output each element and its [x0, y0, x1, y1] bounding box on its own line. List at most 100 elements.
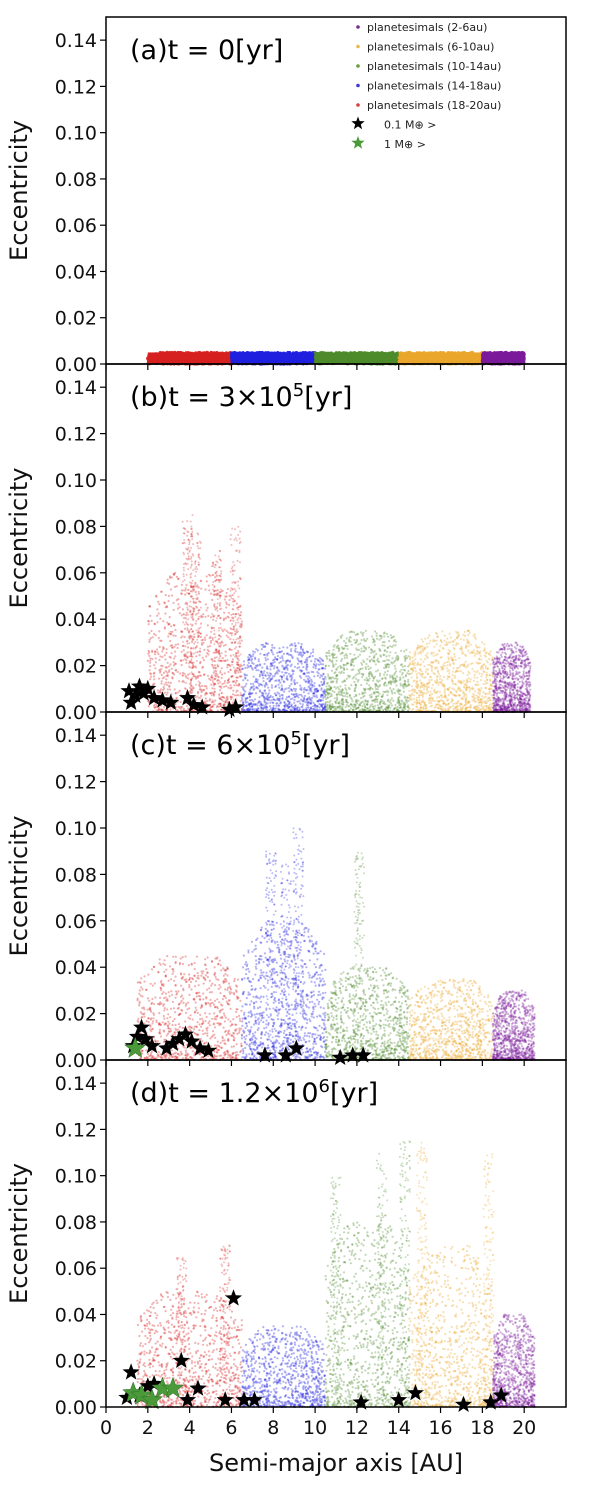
scatter-point: [233, 630, 236, 633]
scatter-point: [224, 701, 227, 704]
scatter-point: [182, 707, 185, 710]
scatter-point: [216, 617, 218, 620]
scatter-point: [184, 674, 187, 678]
scatter-point: [152, 683, 155, 686]
scatter-point: [166, 581, 169, 585]
scatter-point: [203, 673, 206, 677]
initial-band: [231, 352, 316, 364]
scatter-point: [182, 551, 185, 554]
panel-label: (a)t = 0[yr]: [130, 35, 283, 66]
scatter-point: [237, 661, 240, 664]
scatter-point: [234, 681, 237, 684]
scatter-point: [210, 694, 213, 697]
scatter-point: [234, 633, 237, 635]
scatter-point: [225, 685, 228, 688]
scatter-point: [197, 609, 200, 612]
scatter-point: [189, 610, 192, 613]
scatter-point: [190, 678, 192, 681]
scatter-point: [186, 646, 190, 649]
scatter-point: [217, 682, 220, 685]
scatter-point: [216, 594, 219, 597]
scatter-point: [190, 651, 193, 654]
scatter-point: [169, 644, 172, 647]
scatter-point: [239, 561, 241, 564]
scatter-point: [204, 638, 207, 642]
scatter-point: [190, 692, 192, 695]
scatter-point: [178, 612, 181, 615]
scatter-point: [215, 574, 218, 577]
scatter-point: [197, 631, 200, 634]
scatter-point: [219, 559, 222, 562]
scatter-point: [212, 580, 215, 583]
scatter-point: [233, 628, 235, 631]
scatter-point: [199, 626, 202, 629]
scatter-point: [200, 694, 203, 697]
scatter-point: [175, 668, 178, 672]
scatter-point: [213, 604, 216, 607]
scatter-point: [220, 635, 223, 638]
scatter-point: [151, 657, 154, 661]
scatter-point: [201, 684, 204, 688]
y-tick-label: 0.00: [55, 354, 97, 376]
scatter-point: [150, 619, 153, 623]
scatter-point: [160, 673, 163, 677]
scatter-point: [182, 649, 185, 652]
scatter-point: [232, 613, 235, 616]
scatter-point: [212, 588, 215, 591]
scatter-point: [149, 637, 152, 640]
scatter-point: [240, 623, 243, 626]
scatter-point: [237, 694, 240, 697]
scatter-point: [214, 699, 217, 702]
scatter-point: [238, 537, 241, 540]
scatter-point: [231, 616, 234, 619]
scatter-point: [149, 678, 152, 681]
scatter-point: [191, 590, 194, 593]
scatter-point: [167, 635, 170, 638]
y-tick-label: 0.04: [55, 261, 97, 283]
scatter-point: [156, 608, 159, 611]
scatter-point: [239, 530, 242, 533]
scatter-point: [236, 630, 239, 633]
scatter-point: [150, 629, 153, 633]
scatter-point: [185, 617, 188, 620]
scatter-point: [196, 584, 199, 587]
scatter-point: [214, 554, 217, 557]
scatter-point: [204, 588, 207, 591]
scatter-point: [186, 562, 189, 565]
scatter-point: [194, 583, 197, 586]
scatter-point: [189, 581, 192, 584]
scatter-point: [185, 688, 187, 691]
scatter-point: [182, 617, 185, 620]
scatter-point: [228, 648, 231, 651]
scatter-point: [239, 642, 242, 645]
scatter-point: [185, 547, 187, 550]
scatter-point: [189, 600, 192, 603]
scatter-point: [148, 669, 151, 672]
scatter-point: [211, 699, 214, 702]
scatter-point: [163, 691, 167, 694]
scatter-point: [186, 656, 189, 659]
scatter-point: [222, 618, 225, 622]
scatter-point: [185, 611, 188, 615]
scatter-point: [226, 666, 229, 669]
scatter-point: [240, 639, 243, 642]
y-tick-label: 0.14: [55, 30, 97, 52]
scatter-point: [177, 643, 180, 646]
scatter-point: [180, 705, 183, 708]
scatter-point: [229, 538, 232, 541]
scatter-point: [229, 589, 232, 592]
scatter-point: [192, 597, 195, 600]
scatter-point: [160, 680, 163, 683]
scatter-point: [194, 676, 197, 679]
scatter-point: [238, 551, 241, 554]
scatter-point: [157, 612, 160, 615]
scatter-point: [234, 537, 237, 540]
scatter-point: [223, 628, 226, 631]
scatter-point: [228, 598, 231, 602]
scatter-point: [205, 580, 208, 583]
scatter-point: [172, 673, 176, 676]
scatter-point: [229, 638, 232, 641]
scatter-point: [190, 605, 193, 608]
scatter-point: [186, 608, 189, 611]
scatter-point: [198, 683, 201, 686]
